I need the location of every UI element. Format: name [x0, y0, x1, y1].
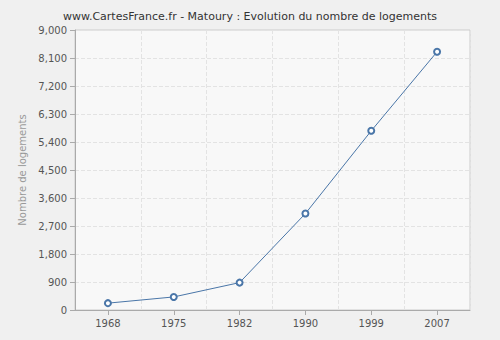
- svg-text:1968: 1968: [95, 318, 120, 329]
- svg-text:2,700: 2,700: [38, 221, 67, 232]
- svg-text:www.CartesFrance.fr - Matoury: www.CartesFrance.fr - Matoury : Evolutio…: [63, 10, 437, 23]
- svg-text:1975: 1975: [161, 318, 186, 329]
- svg-text:1990: 1990: [293, 318, 318, 329]
- svg-text:0: 0: [61, 305, 67, 316]
- svg-text:Nombre de logements: Nombre de logements: [17, 114, 28, 225]
- svg-text:1,800: 1,800: [38, 249, 67, 260]
- svg-text:1999: 1999: [359, 318, 384, 329]
- svg-text:900: 900: [48, 277, 67, 288]
- svg-text:9,000: 9,000: [38, 25, 67, 36]
- svg-text:2007: 2007: [424, 318, 449, 329]
- svg-text:4,500: 4,500: [38, 165, 67, 176]
- svg-text:3,600: 3,600: [38, 193, 67, 204]
- svg-text:5,400: 5,400: [38, 137, 67, 148]
- svg-text:6,300: 6,300: [38, 109, 67, 120]
- svg-text:8,100: 8,100: [38, 53, 67, 64]
- svg-text:7,200: 7,200: [38, 81, 67, 92]
- svg-text:1982: 1982: [227, 318, 252, 329]
